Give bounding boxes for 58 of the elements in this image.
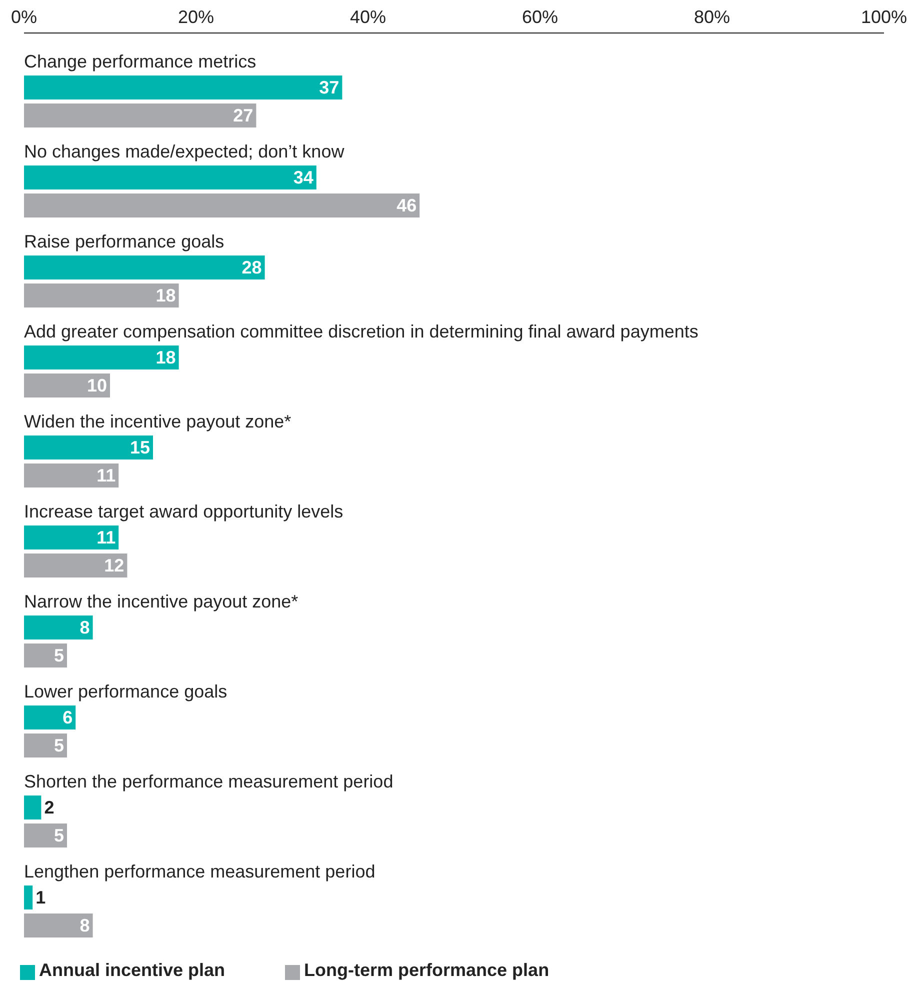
y-tick-label: Add greater compensation committee discretion in determining final award payments bbox=[24, 322, 698, 342]
bar bbox=[24, 914, 93, 938]
y-tick-label: Lengthen performance measurement period bbox=[24, 862, 376, 882]
bar bbox=[24, 104, 256, 128]
data-label: 28 bbox=[242, 258, 262, 278]
bar bbox=[24, 194, 420, 218]
data-label: 18 bbox=[156, 348, 176, 368]
data-label: 1 bbox=[36, 888, 46, 908]
y-tick-label: Narrow the incentive payout zone* bbox=[24, 592, 298, 612]
x-tick-label: 0% bbox=[10, 7, 38, 27]
data-label: 12 bbox=[104, 556, 124, 576]
bar bbox=[24, 284, 179, 308]
data-label: 2 bbox=[44, 798, 54, 818]
bar bbox=[24, 796, 42, 820]
bar bbox=[24, 554, 128, 578]
y-tick-label: Lower performance goals bbox=[24, 682, 228, 702]
data-label: 5 bbox=[54, 736, 64, 756]
data-label: 5 bbox=[54, 826, 64, 846]
data-label: 46 bbox=[396, 196, 417, 216]
data-label: 11 bbox=[96, 466, 116, 486]
y-tick-label: Increase target award opportunity levels bbox=[24, 502, 344, 522]
bar bbox=[24, 886, 33, 910]
x-tick-label: 80% bbox=[694, 7, 730, 27]
bar bbox=[24, 346, 179, 370]
bar bbox=[24, 824, 67, 848]
data-label: 15 bbox=[130, 438, 150, 458]
bar bbox=[24, 734, 67, 758]
data-label: 18 bbox=[156, 286, 176, 306]
bar bbox=[24, 644, 67, 668]
bar bbox=[24, 616, 93, 640]
bar bbox=[24, 526, 119, 550]
y-tick-label: Shorten the performance measurement period bbox=[24, 772, 394, 792]
data-label: 5 bbox=[54, 646, 64, 666]
data-label: 6 bbox=[62, 708, 73, 728]
data-label: 11 bbox=[96, 528, 116, 548]
bar bbox=[24, 256, 265, 280]
data-label: 10 bbox=[86, 376, 107, 396]
legend-label: Annual incentive plan bbox=[39, 960, 226, 980]
y-tick-label: Widen the incentive payout zone* bbox=[24, 412, 292, 432]
legend-label: Long-term performance plan bbox=[304, 960, 550, 980]
y-tick-label: No changes made/expected; don’t know bbox=[24, 142, 346, 162]
bar bbox=[24, 166, 316, 190]
bar bbox=[24, 706, 76, 730]
x-tick-label: 60% bbox=[522, 7, 558, 27]
bar bbox=[24, 76, 342, 100]
data-label: 34 bbox=[293, 168, 314, 188]
data-label: 8 bbox=[80, 916, 90, 936]
data-label: 37 bbox=[319, 78, 340, 98]
bar bbox=[24, 436, 153, 460]
y-tick-label: Raise performance goals bbox=[24, 232, 224, 252]
bar bbox=[24, 464, 119, 488]
x-tick-label: 20% bbox=[178, 7, 214, 27]
x-tick-label: 100% bbox=[860, 7, 908, 27]
data-label: 27 bbox=[233, 106, 254, 126]
x-tick-label: 40% bbox=[350, 7, 386, 27]
bar bbox=[24, 374, 110, 398]
data-label: 8 bbox=[80, 618, 90, 638]
y-tick-label: Change performance metrics bbox=[24, 52, 256, 72]
